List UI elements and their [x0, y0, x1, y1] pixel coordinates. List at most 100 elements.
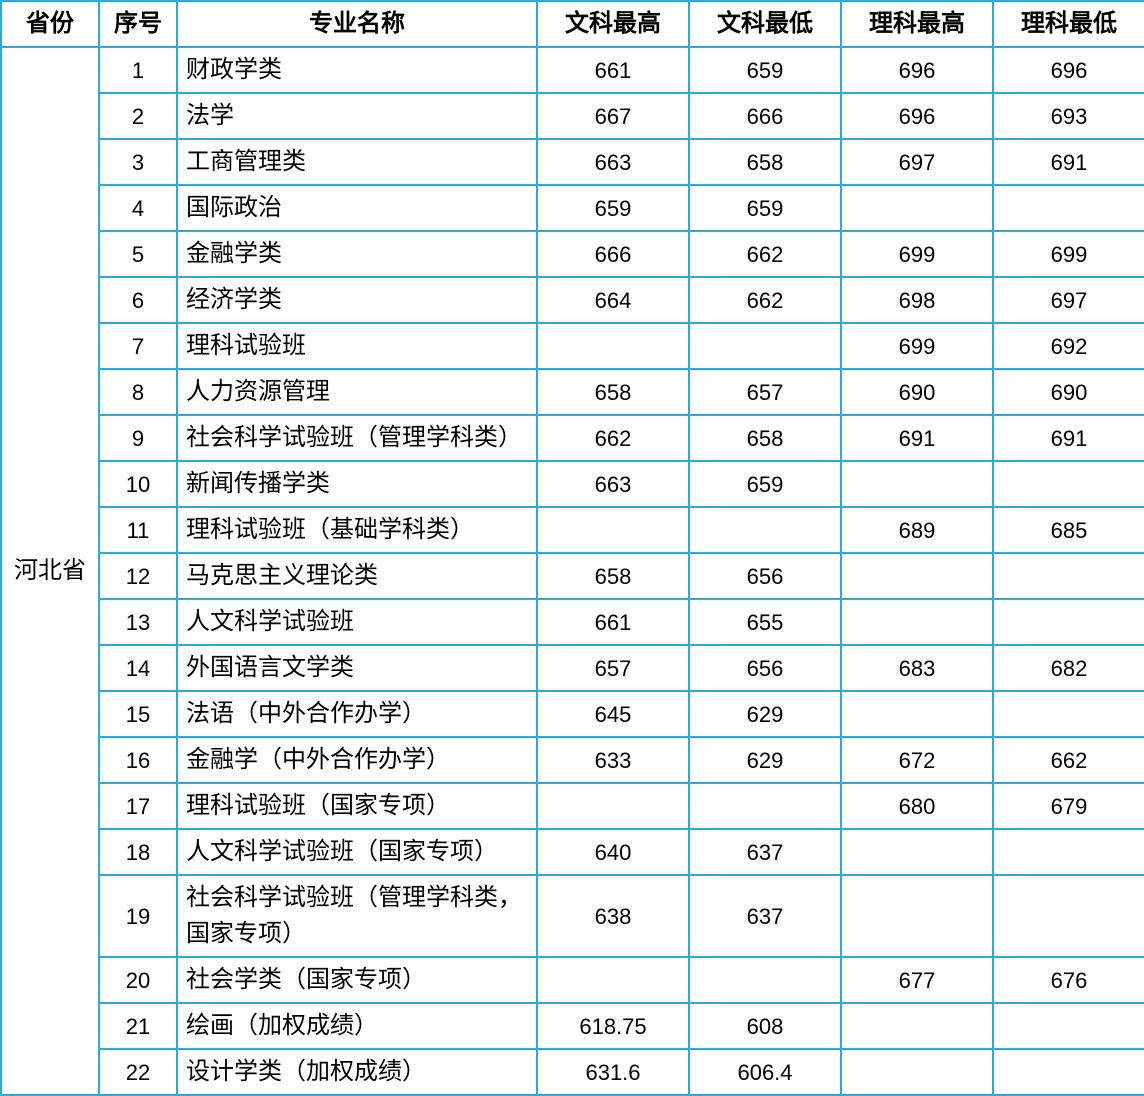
- li-hi-cell: 699: [841, 231, 993, 277]
- col-header-province: 省份: [1, 1, 99, 47]
- wen-hi-cell: 645: [537, 691, 689, 737]
- major-cell: 社会科学试验班（管理学科类，国家专项）: [177, 875, 537, 957]
- wen-hi-cell: 661: [537, 599, 689, 645]
- li-hi-cell: [841, 553, 993, 599]
- li-lo-cell: 679: [993, 783, 1144, 829]
- wen-lo-cell: 608: [689, 1003, 841, 1049]
- wen-hi-cell: 658: [537, 553, 689, 599]
- seq-cell: 3: [99, 139, 177, 185]
- li-lo-cell: [993, 829, 1144, 875]
- li-lo-cell: 676: [993, 957, 1144, 1003]
- wen-lo-cell: 637: [689, 875, 841, 957]
- major-cell: 国际政治: [177, 185, 537, 231]
- li-hi-cell: [841, 185, 993, 231]
- li-hi-cell: [841, 461, 993, 507]
- wen-lo-cell: [689, 957, 841, 1003]
- li-lo-cell: [993, 185, 1144, 231]
- wen-lo-cell: 629: [689, 737, 841, 783]
- li-hi-cell: [841, 691, 993, 737]
- wen-hi-cell: 667: [537, 93, 689, 139]
- col-header-wen-hi: 文科最高: [537, 1, 689, 47]
- li-lo-cell: 696: [993, 47, 1144, 93]
- li-hi-cell: 689: [841, 507, 993, 553]
- seq-cell: 1: [99, 47, 177, 93]
- wen-lo-cell: 606.4: [689, 1049, 841, 1095]
- seq-cell: 6: [99, 277, 177, 323]
- table-row: 8人力资源管理658657690690: [1, 369, 1144, 415]
- wen-lo-cell: 656: [689, 645, 841, 691]
- table-row: 6经济学类664662698697: [1, 277, 1144, 323]
- major-cell: 人文科学试验班（国家专项）: [177, 829, 537, 875]
- li-hi-cell: 672: [841, 737, 993, 783]
- major-cell: 人文科学试验班: [177, 599, 537, 645]
- li-lo-cell: 690: [993, 369, 1144, 415]
- seq-cell: 14: [99, 645, 177, 691]
- seq-cell: 8: [99, 369, 177, 415]
- table-row: 14外国语言文学类657656683682: [1, 645, 1144, 691]
- seq-cell: 18: [99, 829, 177, 875]
- major-cell: 经济学类: [177, 277, 537, 323]
- wen-lo-cell: 659: [689, 185, 841, 231]
- seq-cell: 15: [99, 691, 177, 737]
- wen-hi-cell: 658: [537, 369, 689, 415]
- li-lo-cell: [993, 599, 1144, 645]
- wen-lo-cell: 666: [689, 93, 841, 139]
- major-cell: 法语（中外合作办学）: [177, 691, 537, 737]
- li-hi-cell: 691: [841, 415, 993, 461]
- li-lo-cell: [993, 1049, 1144, 1095]
- li-hi-cell: [841, 829, 993, 875]
- wen-hi-cell: 662: [537, 415, 689, 461]
- seq-cell: 5: [99, 231, 177, 277]
- wen-lo-cell: 658: [689, 415, 841, 461]
- wen-lo-cell: 658: [689, 139, 841, 185]
- wen-hi-cell: 664: [537, 277, 689, 323]
- col-header-seq: 序号: [99, 1, 177, 47]
- major-cell: 绘画（加权成绩）: [177, 1003, 537, 1049]
- wen-hi-cell: 657: [537, 645, 689, 691]
- table-row: 10新闻传播学类663659: [1, 461, 1144, 507]
- table-row: 5金融学类666662699699: [1, 231, 1144, 277]
- table-row: 16金融学（中外合作办学）633629672662: [1, 737, 1144, 783]
- major-cell: 法学: [177, 93, 537, 139]
- wen-hi-cell: [537, 507, 689, 553]
- table-row: 22设计学类（加权成绩）631.6606.4: [1, 1049, 1144, 1095]
- table-row: 13人文科学试验班661655: [1, 599, 1144, 645]
- wen-hi-cell: [537, 323, 689, 369]
- wen-hi-cell: 663: [537, 139, 689, 185]
- wen-hi-cell: 633: [537, 737, 689, 783]
- seq-cell: 21: [99, 1003, 177, 1049]
- table-row: 河北省1财政学类661659696696: [1, 47, 1144, 93]
- major-cell: 工商管理类: [177, 139, 537, 185]
- major-cell: 理科试验班（国家专项）: [177, 783, 537, 829]
- table-row: 18人文科学试验班（国家专项）640637: [1, 829, 1144, 875]
- wen-lo-cell: 655: [689, 599, 841, 645]
- wen-hi-cell: 631.6: [537, 1049, 689, 1095]
- province-cell: 河北省: [1, 47, 99, 1095]
- wen-hi-cell: 638: [537, 875, 689, 957]
- major-cell: 金融学（中外合作办学）: [177, 737, 537, 783]
- seq-cell: 22: [99, 1049, 177, 1095]
- li-hi-cell: [841, 599, 993, 645]
- major-cell: 财政学类: [177, 47, 537, 93]
- li-hi-cell: [841, 875, 993, 957]
- table-row: 3工商管理类663658697691: [1, 139, 1144, 185]
- li-lo-cell: 691: [993, 139, 1144, 185]
- li-lo-cell: [993, 461, 1144, 507]
- li-lo-cell: [993, 691, 1144, 737]
- wen-lo-cell: [689, 323, 841, 369]
- wen-hi-cell: 618.75: [537, 1003, 689, 1049]
- table-row: 2法学667666696693: [1, 93, 1144, 139]
- table-row: 11理科试验班（基础学科类）689685: [1, 507, 1144, 553]
- table-row: 15法语（中外合作办学）645629: [1, 691, 1144, 737]
- wen-lo-cell: 656: [689, 553, 841, 599]
- table-row: 20社会学类（国家专项）677676: [1, 957, 1144, 1003]
- table-body: 河北省1财政学类6616596966962法学6676666966933工商管理…: [1, 47, 1144, 1095]
- wen-hi-cell: [537, 783, 689, 829]
- major-cell: 理科试验班: [177, 323, 537, 369]
- li-lo-cell: 697: [993, 277, 1144, 323]
- wen-lo-cell: 659: [689, 47, 841, 93]
- col-header-wen-lo: 文科最低: [689, 1, 841, 47]
- seq-cell: 12: [99, 553, 177, 599]
- li-lo-cell: [993, 875, 1144, 957]
- seq-cell: 11: [99, 507, 177, 553]
